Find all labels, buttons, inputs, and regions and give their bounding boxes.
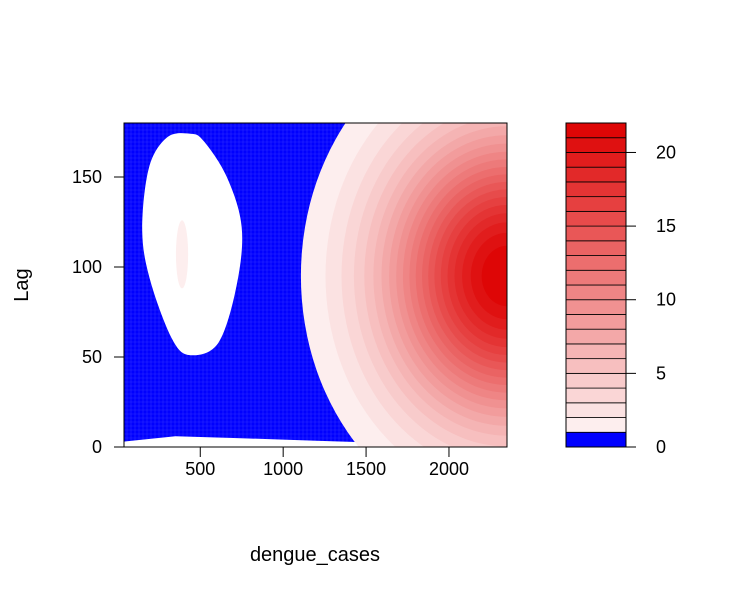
x-tick-label: 1500 (346, 459, 386, 479)
legend-swatch (565, 210, 627, 227)
y-tick-label: 50 (82, 347, 102, 367)
x-axis: 500 1000 1500 2000 (185, 446, 469, 479)
legend-tick-label: 15 (656, 216, 676, 236)
legend-swatch (565, 387, 627, 404)
legend-swatch (565, 181, 627, 198)
legend-swatch (565, 343, 627, 360)
legend-swatch (565, 196, 627, 212)
plot-area (124, 123, 507, 447)
legend-swatch (565, 269, 627, 286)
hotspot-1-level-21 (481, 245, 507, 307)
legend-swatch (565, 358, 627, 374)
y-tick-label: 100 (72, 257, 102, 277)
legend-tick-label: 20 (656, 142, 676, 162)
white-region-left-blob (142, 133, 243, 356)
legend-swatch (565, 314, 627, 330)
y-tick-label: 0 (92, 437, 102, 457)
legend-swatch (565, 240, 627, 256)
color-legend: 0 5 10 15 20 (565, 122, 676, 457)
legend-swatch (565, 402, 627, 418)
legend-swatch (565, 417, 627, 433)
hotspot-2-level-1 (175, 220, 189, 289)
x-tick-label: 500 (185, 459, 215, 479)
x-axis-label: dengue_cases (250, 544, 380, 566)
legend-swatch (565, 255, 627, 271)
legend-swatch (565, 431, 627, 448)
x-tick-label: 1000 (263, 459, 303, 479)
legend-swatch (565, 166, 627, 183)
legend-swatch (565, 152, 627, 168)
legend-swatch (565, 299, 627, 315)
contour-hotspots (175, 123, 507, 447)
legend-swatch (565, 225, 627, 242)
legend-tick-label: 0 (656, 437, 666, 457)
legend-tick-label: 10 (656, 290, 676, 310)
y-axis-label: Lag (11, 268, 33, 301)
y-axis: 0 50 100 150 (72, 167, 125, 457)
legend-swatch (565, 328, 627, 345)
legend-swatch (565, 284, 627, 301)
y-tick-label: 150 (72, 167, 102, 187)
legend-swatch (565, 137, 627, 153)
legend-tick-label: 5 (656, 363, 666, 383)
legend-swatch (565, 372, 627, 389)
legend-swatch (565, 122, 627, 139)
x-tick-label: 2000 (429, 459, 469, 479)
